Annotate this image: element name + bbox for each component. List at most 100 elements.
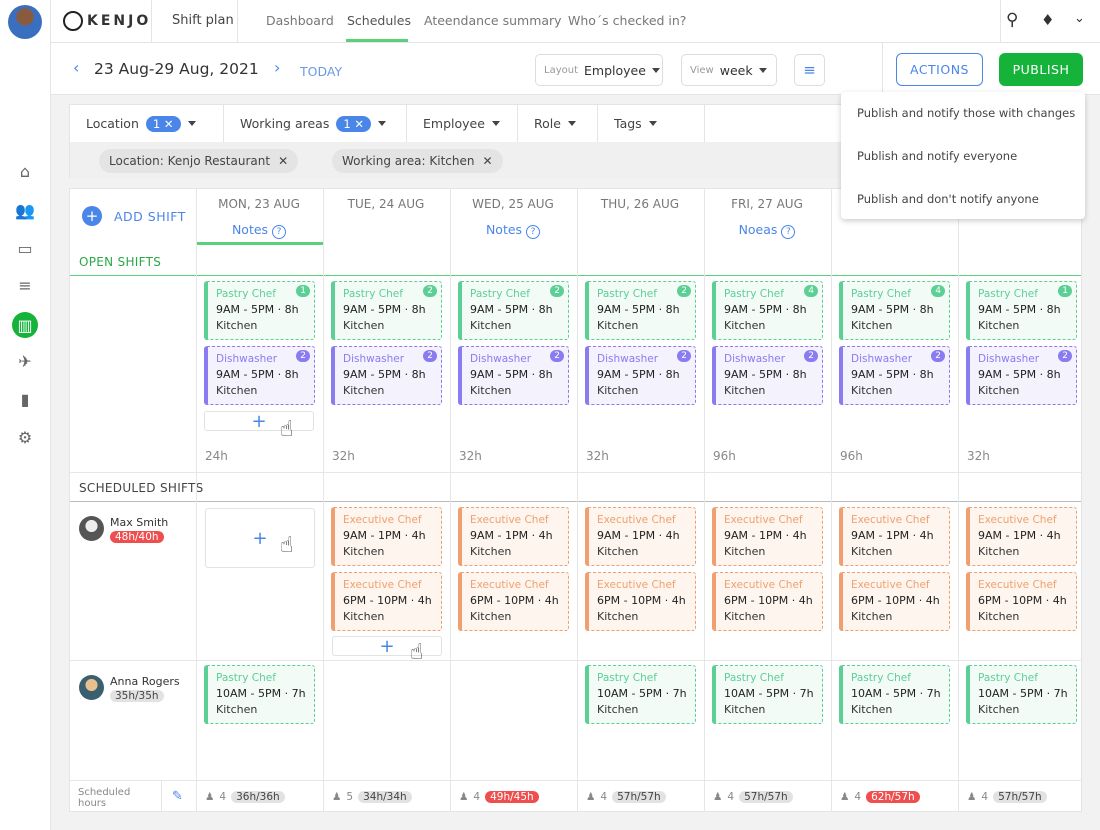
notes-link[interactable]: Notes ? (450, 222, 576, 239)
count-badge: 2 (296, 350, 310, 362)
scheduled-hours-cell: ♟ 4 57h/57h (713, 791, 793, 803)
tab-dashboard[interactable]: Dashboard (266, 13, 334, 28)
scheduled-hours-label: Scheduled hours (78, 787, 131, 809)
briefcase-icon[interactable]: ▭ (17, 238, 33, 258)
tab-attendance-summary[interactable]: Ateendance summary (424, 13, 562, 28)
close-icon[interactable]: ✕ (278, 154, 289, 168)
menu-item-notify-changes[interactable]: Publish and notify those with changes (857, 106, 1076, 120)
open-shift-card[interactable]: Dishwasher 9AM - 5PM · 8h Kitchen 2 (966, 346, 1077, 405)
employee-filter[interactable]: Employee (407, 105, 518, 142)
scheduled-shift-card[interactable]: Executive Chef 9AM - 1PM · 4h Kitchen (458, 507, 569, 566)
menu-item-notify-everyone[interactable]: Publish and notify everyone (857, 149, 1018, 163)
add-open-shift-button[interactable]: + (204, 411, 314, 432)
calendar-icon[interactable]: ▥ (12, 312, 38, 338)
menu-item-notify-none[interactable]: Publish and don't notify anyone (857, 192, 1039, 206)
scheduled-shift-card[interactable]: Pastry Chef 10AM - 5PM · 7h Kitchen (712, 665, 823, 724)
scheduled-hours-cell: ♟ 4 57h/57h (586, 791, 666, 803)
hours-badge: 57h/57h (739, 791, 793, 803)
open-shift-card[interactable]: Dishwasher 9AM - 5PM · 8h Kitchen 2 (204, 346, 315, 405)
notes-link[interactable]: Notes ? (196, 222, 322, 239)
location-chip[interactable]: Location: Kenjo Restaurant ✕ (99, 149, 299, 173)
count-badge: 1 (296, 285, 310, 297)
prev-week-button[interactable]: ‹ (73, 58, 80, 77)
add-shift-button[interactable]: + ADD SHIFT (82, 206, 186, 226)
open-shift-card[interactable]: Dishwasher 9AM - 5PM · 8h Kitchen 2 (585, 346, 696, 405)
scheduled-hours-cell: ♟ 4 57h/57h (967, 791, 1047, 803)
count-badge: 4 (931, 285, 945, 297)
count-badge: 2 (550, 350, 564, 362)
list-icon[interactable]: ≡ (18, 275, 32, 295)
scheduled-shift-card[interactable]: Executive Chef 6PM - 10PM · 4h Kitchen (966, 572, 1077, 631)
scheduled-shift-card[interactable]: Pastry Chef 10AM - 5PM · 7h Kitchen (204, 665, 315, 724)
count-badge: 2 (804, 350, 818, 362)
search-icon[interactable]: ⚲ (1006, 10, 1019, 30)
day-header[interactable]: TUE, 24 AUG (347, 197, 425, 211)
role-filter[interactable]: Role (518, 105, 598, 142)
scheduled-shift-card[interactable]: Executive Chef 9AM - 1PM · 4h Kitchen (712, 507, 823, 566)
close-icon[interactable]: ✕ (482, 154, 493, 168)
publish-button[interactable]: PUBLISH (999, 53, 1083, 86)
actions-button[interactable]: ACTIONS (896, 53, 983, 86)
location-filter[interactable]: Location 1 ✕ (70, 105, 224, 142)
scheduled-shift-card[interactable]: Executive Chef 9AM - 1PM · 4h Kitchen (839, 507, 950, 566)
caret-down-icon (651, 67, 660, 73)
layout-select[interactable]: Layout Employee (535, 54, 663, 86)
view-select[interactable]: View week (681, 54, 777, 86)
open-shift-card[interactable]: Pastry Chef 9AM - 5PM · 8h Kitchen 4 (839, 281, 950, 340)
open-shift-card[interactable]: Pastry Chef 9AM - 5PM · 8h Kitchen 4 (712, 281, 823, 340)
today-button[interactable]: TODAY (300, 64, 343, 79)
day-header[interactable]: WED, 25 AUG (472, 197, 554, 211)
people-icon[interactable]: 👥 (15, 200, 35, 220)
open-shift-card[interactable]: Pastry Chef 9AM - 5PM · 8h Kitchen 2 (458, 281, 569, 340)
scheduled-shift-card[interactable]: Executive Chef 9AM - 1PM · 4h Kitchen (585, 507, 696, 566)
open-shift-card[interactable]: Dishwasher 9AM - 5PM · 8h Kitchen 2 (331, 346, 442, 405)
scheduled-shift-card[interactable]: Pastry Chef 10AM - 5PM · 7h Kitchen (966, 665, 1077, 724)
open-shift-card[interactable]: Dishwasher 9AM - 5PM · 8h Kitchen 2 (712, 346, 823, 405)
open-shift-card[interactable]: Pastry Chef 9AM - 5PM · 8h Kitchen 1 (966, 281, 1077, 340)
day-header[interactable]: FRI, 27 AUG (731, 197, 803, 211)
scheduled-shift-card[interactable]: Executive Chef 6PM - 10PM · 4h Kitchen (712, 572, 823, 631)
scheduled-shift-card[interactable]: Pastry Chef 10AM - 5PM · 7h Kitchen (839, 665, 950, 724)
tags-filter[interactable]: Tags (598, 105, 705, 142)
add-shift-cell-button[interactable]: + (332, 636, 442, 657)
open-shift-card[interactable]: Pastry Chef 9AM - 5PM · 8h Kitchen 2 (585, 281, 696, 340)
bell-icon[interactable]: ♦ (1041, 11, 1055, 29)
filter-icon[interactable]: ≡ (794, 54, 825, 86)
scheduled-hours-cell: ♟ 5 34h/34h (332, 791, 412, 803)
chart-icon[interactable]: ▮ (20, 389, 30, 409)
person-icon: ♟ (332, 791, 342, 803)
scheduled-shift-card[interactable]: Executive Chef 6PM - 10PM · 4h Kitchen (458, 572, 569, 631)
day-header[interactable]: THU, 26 AUG (600, 197, 680, 211)
avatar (79, 516, 104, 541)
tab-schedules[interactable]: Schedules (347, 13, 411, 28)
schedule-grid: + ADD SHIFT OPEN SHIFTS SCHEDULED SHIFTS… (69, 188, 1082, 812)
scheduled-shift-card[interactable]: Executive Chef 6PM - 10PM · 4h Kitchen (839, 572, 950, 631)
open-hours-total: 32h (586, 449, 609, 463)
next-week-button[interactable]: › (274, 58, 281, 77)
add-shift-cell-button[interactable]: + (205, 508, 315, 568)
open-shift-card[interactable]: Pastry Chef 9AM - 5PM · 8h Kitchen 2 (331, 281, 442, 340)
gear-icon[interactable]: ⚙ (17, 427, 33, 447)
person-icon: ♟ (459, 791, 469, 803)
pencil-icon[interactable]: ✎ (172, 789, 183, 804)
column-divider (831, 189, 832, 812)
scheduled-shift-card[interactable]: Executive Chef 6PM - 10PM · 4h Kitchen (585, 572, 696, 631)
scheduled-shift-card[interactable]: Executive Chef 9AM - 1PM · 4h Kitchen (966, 507, 1077, 566)
avatar[interactable] (8, 5, 42, 39)
day-header[interactable]: MON, 23 AUG (218, 197, 300, 211)
open-shift-card[interactable]: Pastry Chef 9AM - 5PM · 8h Kitchen 1 (204, 281, 315, 340)
working-areas-filter[interactable]: Working areas 1 ✕ (224, 105, 407, 142)
plane-icon[interactable]: ✈ (18, 351, 32, 371)
home-icon[interactable]: ⌂ (19, 161, 31, 181)
working-area-chip[interactable]: Working area: Kitchen ✕ (332, 149, 503, 173)
notes-link[interactable]: Noeas ? (704, 222, 830, 239)
count-badge: 2 (1058, 350, 1072, 362)
scheduled-shift-card[interactable]: Executive Chef 9AM - 1PM · 4h Kitchen (331, 507, 442, 566)
scheduled-shift-card[interactable]: Executive Chef 6PM - 10PM · 4h Kitchen (331, 572, 442, 631)
scheduled-shift-card[interactable]: Pastry Chef 10AM - 5PM · 7h Kitchen (585, 665, 696, 724)
open-hours-total: 24h (205, 449, 228, 463)
open-shift-card[interactable]: Dishwasher 9AM - 5PM · 8h Kitchen 2 (458, 346, 569, 405)
tab-whos-checked-in[interactable]: Who´s checked in? (568, 13, 687, 28)
open-shift-card[interactable]: Dishwasher 9AM - 5PM · 8h Kitchen 2 (839, 346, 950, 405)
chevron-down-icon[interactable]: ⌄ (1074, 11, 1085, 26)
